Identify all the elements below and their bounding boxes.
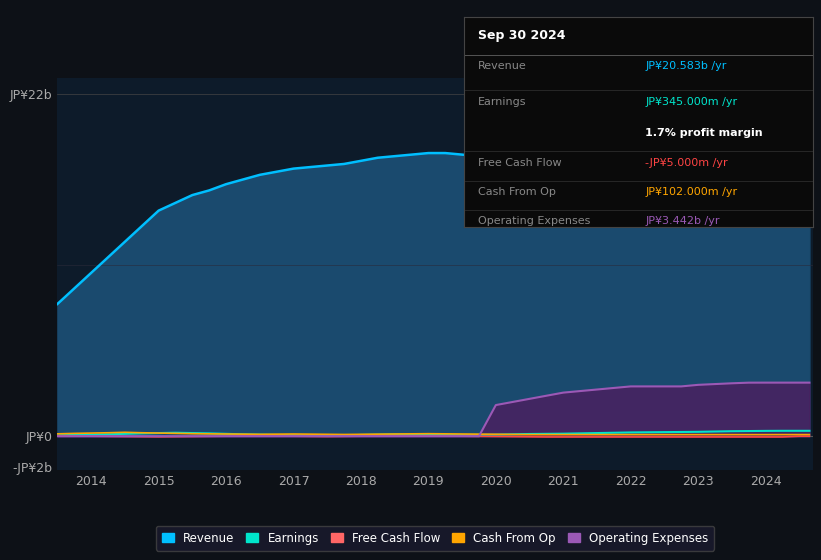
Text: 1.7% profit margin: 1.7% profit margin bbox=[645, 128, 763, 138]
Text: Operating Expenses: Operating Expenses bbox=[478, 216, 590, 226]
Legend: Revenue, Earnings, Free Cash Flow, Cash From Op, Operating Expenses: Revenue, Earnings, Free Cash Flow, Cash … bbox=[156, 526, 714, 550]
Text: JP¥345.000m /yr: JP¥345.000m /yr bbox=[645, 97, 737, 106]
Text: Sep 30 2024: Sep 30 2024 bbox=[478, 30, 566, 43]
Text: Free Cash Flow: Free Cash Flow bbox=[478, 157, 562, 167]
Text: Cash From Op: Cash From Op bbox=[478, 187, 556, 197]
Text: Earnings: Earnings bbox=[478, 97, 526, 106]
Text: JP¥3.442b /yr: JP¥3.442b /yr bbox=[645, 216, 720, 226]
Text: JP¥102.000m /yr: JP¥102.000m /yr bbox=[645, 187, 737, 197]
Text: JP¥20.583b /yr: JP¥20.583b /yr bbox=[645, 61, 727, 71]
Text: Revenue: Revenue bbox=[478, 61, 526, 71]
Text: -JP¥5.000m /yr: -JP¥5.000m /yr bbox=[645, 157, 728, 167]
